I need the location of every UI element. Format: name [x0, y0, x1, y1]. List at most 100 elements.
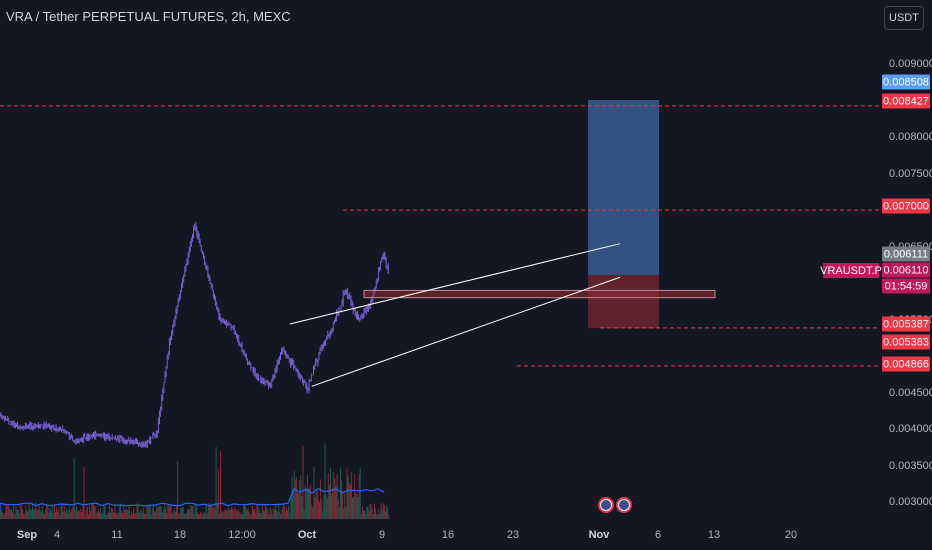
volume-bar	[338, 507, 340, 519]
volume-bar	[166, 513, 168, 519]
volume-bar	[1, 510, 3, 519]
volume-bar	[190, 505, 192, 519]
volume-bar	[107, 512, 109, 519]
volume-bar	[176, 506, 177, 519]
volume-bar	[19, 505, 21, 519]
volume-bar	[276, 509, 278, 519]
time-tick-label: Nov	[588, 529, 610, 541]
candlestick-series	[0, 221, 389, 448]
volume-bars	[0, 443, 390, 519]
volume-bar	[170, 506, 172, 519]
volume-bar	[40, 512, 42, 519]
volume-bar	[370, 504, 372, 519]
volume-bar	[251, 505, 253, 519]
volume-bar	[101, 513, 103, 519]
volume-bar	[383, 505, 385, 519]
volume-bar	[265, 503, 267, 519]
volume-bar	[129, 514, 131, 519]
last-price-label: 0.006111	[882, 246, 930, 262]
volume-bar	[156, 504, 158, 519]
volume-bar	[135, 512, 137, 519]
volume-bar	[273, 509, 275, 519]
volume-bar	[187, 509, 188, 519]
volume-bar	[73, 458, 75, 519]
volume-bar	[48, 513, 50, 519]
price-tick-label: 0.007500	[889, 167, 932, 180]
volume-bar	[16, 509, 18, 519]
volume-bar	[178, 513, 180, 519]
volume-bar	[339, 467, 341, 519]
volume-bar	[353, 496, 355, 519]
volume-bar	[160, 506, 162, 519]
volume-bar	[133, 508, 135, 519]
volume-bar	[220, 451, 221, 519]
volume-bar	[377, 515, 379, 519]
symbol-label: VRAUSDT.P	[820, 263, 882, 278]
volume-bar	[163, 505, 165, 519]
volume-bar	[50, 511, 52, 519]
volume-bar	[331, 494, 333, 519]
volume-bar	[361, 506, 363, 519]
volume-bar	[42, 512, 44, 519]
volume-bar	[64, 512, 66, 519]
volume-bar	[202, 514, 204, 519]
volume-bar	[199, 514, 201, 519]
volume-bar	[364, 510, 366, 519]
volume-bar	[38, 504, 40, 519]
volume-bar	[71, 509, 73, 519]
volume-bar	[193, 514, 195, 519]
chart-drawings[interactable]	[0, 100, 880, 513]
event-flag-icon	[598, 497, 614, 513]
volume-bar	[255, 512, 257, 519]
volume-bar	[336, 474, 338, 519]
volume-bar	[5, 503, 7, 519]
volume-bar	[334, 478, 336, 519]
volume-bar	[0, 512, 1, 519]
volume-bar	[248, 511, 250, 519]
volume-bar	[95, 513, 97, 519]
volume-bar	[174, 512, 176, 519]
volume-bar	[111, 507, 113, 519]
volume-bar	[314, 497, 316, 519]
volume-bar	[215, 446, 217, 519]
time-tick-label: 4	[53, 529, 61, 541]
volume-bar	[35, 503, 37, 519]
volume-bar	[278, 505, 280, 519]
volume-bar	[188, 509, 190, 519]
volume-bar	[34, 509, 36, 519]
volume-bar	[261, 505, 263, 519]
volume-bar	[369, 504, 371, 519]
volume-bar	[287, 510, 289, 519]
volume-bar	[242, 514, 243, 519]
volume-bar	[9, 510, 11, 519]
volume-bar	[139, 511, 141, 519]
volume-bar	[359, 467, 361, 519]
volume-bar	[330, 468, 331, 519]
volume-bar	[247, 508, 249, 519]
volume-bar	[244, 503, 246, 519]
volume-bar	[256, 504, 258, 519]
volume-bar	[277, 511, 279, 519]
volume-bar	[311, 504, 313, 519]
volume-bar	[200, 511, 202, 519]
volume-bar	[299, 480, 301, 519]
currency-selector-button[interactable]: USDT	[884, 6, 924, 30]
time-tick-label: Sep	[16, 529, 38, 541]
volume-bar	[264, 510, 265, 519]
volume-bar	[3, 514, 5, 519]
volume-bar	[112, 508, 114, 519]
volume-bar	[189, 509, 191, 519]
volume-bar	[162, 509, 164, 519]
volume-bar	[376, 513, 378, 519]
volume-bar	[127, 510, 129, 519]
volume-bar	[181, 507, 183, 519]
volume-bar	[258, 508, 260, 519]
volume-bar	[116, 513, 118, 519]
volume-bar	[12, 512, 14, 519]
volume-bar	[298, 493, 300, 519]
volume-bar	[52, 513, 54, 519]
volume-bar	[259, 512, 261, 519]
volume-bar	[94, 506, 96, 519]
stop-zone	[588, 275, 659, 329]
